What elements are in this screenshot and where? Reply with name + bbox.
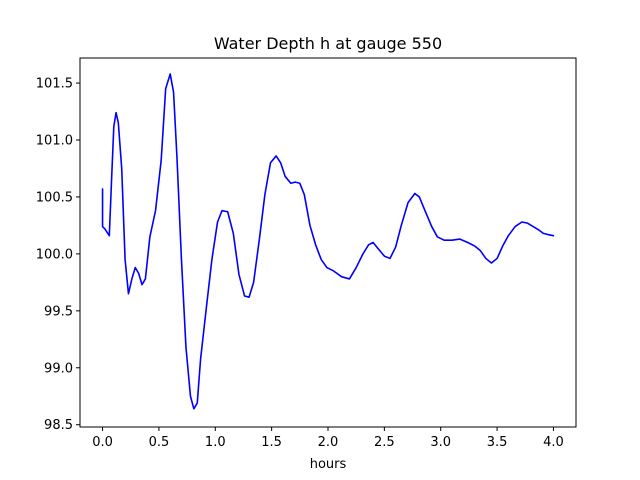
x-tick-label: 1.5 [261,435,282,450]
y-tick-label: 101.5 [36,77,73,92]
x-tick-label: 3.0 [430,435,451,450]
series-line-0 [101,73,555,410]
x-tick-label: 4.0 [543,435,564,450]
y-tick-label: 100.5 [36,190,73,205]
x-tick-label: 2.5 [374,435,395,450]
plot-area [101,73,555,410]
x-tick-label: 0.0 [92,435,113,450]
y-tick-label: 100.0 [36,247,73,262]
y-tick-label: 101.0 [36,134,73,149]
chart-title: Water Depth h at gauge 550 [214,34,442,53]
x-tick-label: 3.5 [487,435,508,450]
x-tick-label: 2.0 [318,435,339,450]
y-tick-label: 99.0 [44,361,73,376]
y-tick-label: 99.5 [44,304,73,319]
axis-ticks: 0.0 0.5 1.0 1.5 2.0 2.5 3.0 3.5 4.0 98.5 99.0 99.5 1… [36,57,577,450]
x-tick-label: 1.0 [205,435,226,450]
x-tick-label: 0.5 [149,435,170,450]
y-tick-label: 98.5 [44,418,73,433]
x-axis-label: hours [310,457,347,472]
